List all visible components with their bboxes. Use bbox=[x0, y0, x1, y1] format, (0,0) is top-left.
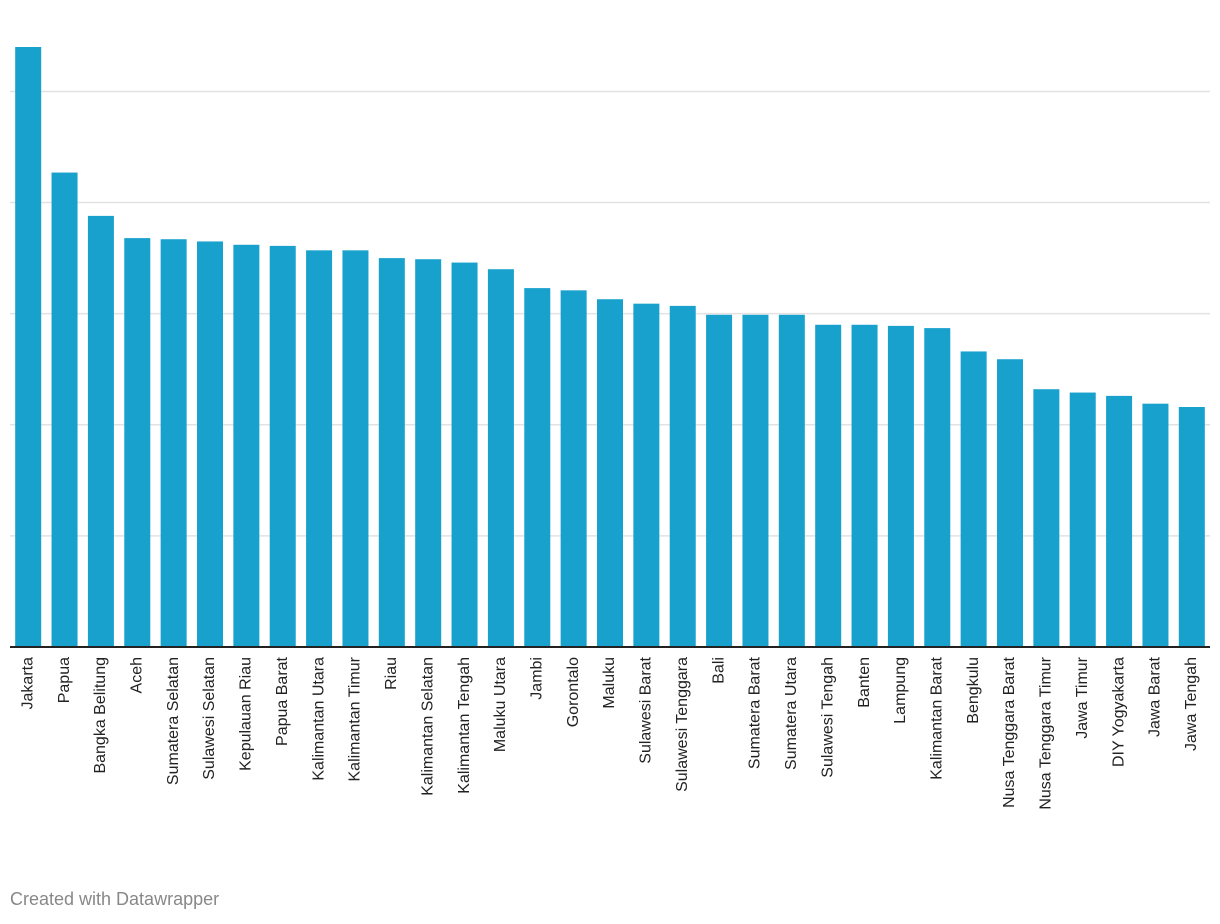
bar bbox=[742, 314, 769, 647]
x-tick-label: Riau bbox=[383, 657, 400, 690]
bar bbox=[669, 305, 696, 647]
bar bbox=[597, 299, 623, 647]
x-tick-label: Jambi bbox=[528, 657, 545, 700]
x-tick-label: Kalimantan Timur bbox=[347, 656, 364, 781]
bar bbox=[124, 238, 151, 647]
bar bbox=[1178, 407, 1205, 647]
bar bbox=[487, 269, 514, 647]
x-tick-label: Sulawesi Tengah bbox=[819, 657, 836, 778]
x-tick-label: Papua bbox=[56, 657, 73, 703]
bar bbox=[997, 359, 1023, 647]
x-tick-label: Papua Barat bbox=[274, 656, 291, 746]
x-tick-label: Kepulauan Riau bbox=[238, 657, 255, 771]
x-tick-label: Kalimantan Barat bbox=[928, 656, 945, 779]
bar bbox=[415, 259, 442, 647]
x-tick-label: Nusa Tenggara Barat bbox=[1001, 656, 1018, 807]
bar bbox=[51, 172, 78, 648]
x-tick-label: Bali bbox=[710, 657, 727, 684]
x-tick-label: Sulawesi Barat bbox=[638, 656, 655, 763]
x-tick-label: Jakarta bbox=[19, 657, 36, 710]
bar bbox=[887, 325, 914, 647]
x-tick-label: Aceh bbox=[128, 657, 145, 693]
x-tick-label: Maluku bbox=[601, 657, 618, 709]
bar bbox=[706, 314, 733, 647]
x-tick-label: Maluku Utara bbox=[492, 657, 509, 752]
x-tick-label: Jawa Barat bbox=[1147, 656, 1164, 737]
x-tick-label: Kalimantan Utara bbox=[310, 657, 327, 781]
bar bbox=[1069, 392, 1096, 647]
bar bbox=[269, 245, 296, 647]
bar bbox=[1033, 389, 1060, 647]
bar bbox=[160, 239, 187, 647]
x-tick-label: Gorontalo bbox=[565, 657, 582, 727]
x-tick-label: Sumatera Utara bbox=[783, 657, 800, 770]
x-tick-label: Jawa Timur bbox=[1074, 656, 1091, 738]
x-tick-label: Jawa Tengah bbox=[1183, 657, 1200, 751]
x-tick-label: Sulawesi Tenggara bbox=[674, 657, 691, 792]
bar bbox=[633, 303, 660, 647]
x-tick-label: Lampung bbox=[892, 657, 909, 724]
bar bbox=[378, 258, 405, 647]
x-tick-label: Sulawesi Selatan bbox=[201, 657, 218, 780]
x-tick-label: Sumatera Barat bbox=[747, 656, 764, 769]
bar bbox=[306, 250, 333, 648]
bar bbox=[924, 328, 951, 647]
x-tick-label: Nusa Tenggara Timur bbox=[1038, 656, 1055, 809]
bar bbox=[815, 324, 842, 647]
bar bbox=[560, 290, 587, 647]
bar bbox=[1106, 395, 1133, 647]
bar bbox=[960, 351, 987, 647]
bar bbox=[851, 324, 878, 647]
x-tick-label: Kalimantan Tengah bbox=[456, 657, 473, 794]
bar bbox=[342, 250, 369, 648]
bar bbox=[197, 241, 223, 647]
bar bbox=[451, 262, 478, 647]
x-tick-label: Banten bbox=[856, 657, 873, 708]
bar bbox=[233, 244, 260, 647]
x-tick-label: Bangka Belitung bbox=[92, 657, 109, 774]
x-tick-label: Kalimantan Selatan bbox=[419, 657, 436, 796]
credit: Created with Datawrapper bbox=[10, 889, 219, 909]
bar bbox=[15, 47, 42, 647]
bar bbox=[87, 215, 114, 647]
x-tick-label: Sumatera Selatan bbox=[165, 657, 182, 785]
bar bbox=[524, 288, 551, 647]
x-tick-label: Bengkulu bbox=[965, 657, 982, 724]
bar bbox=[1142, 403, 1169, 647]
x-tick-label: DIY Yogyakarta bbox=[1110, 657, 1127, 767]
bar bbox=[778, 314, 805, 647]
